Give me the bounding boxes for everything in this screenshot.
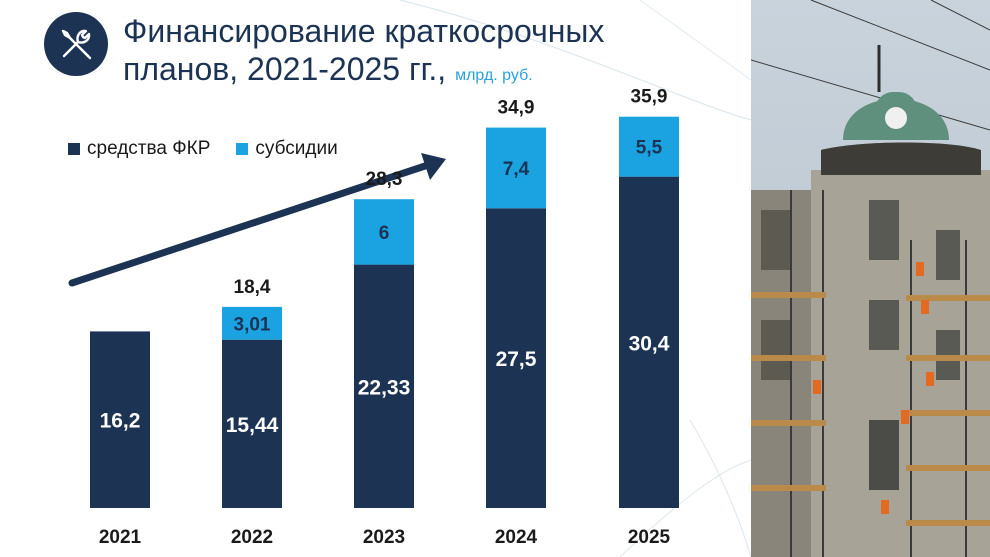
bar-total-2025: 35,9: [631, 87, 668, 108]
bar-label-subsidies-2024: 7,4: [503, 159, 530, 180]
bar-label-subsidies-2025: 5,5: [636, 138, 663, 159]
x-tick-2022: 2022: [231, 527, 273, 548]
bar-label-fkr-2022: 15,44: [226, 414, 279, 437]
bar-label-subsidies-2022: 3,01: [234, 314, 271, 335]
x-tick-2025: 2025: [628, 527, 671, 548]
photo-illustration: [751, 0, 990, 557]
bar-label-fkr-2023: 22,33: [358, 376, 411, 399]
x-tick-2021: 2021: [99, 527, 142, 548]
x-tick-2024: 2024: [495, 527, 538, 548]
stacked-bar-chart: 16,2 2021 15,44 3,01 18,4 2022 22,33 6 28,3 2023 2…: [0, 0, 751, 557]
bar-total-2023: 28,3: [366, 169, 403, 190]
bar-label-subsidies-2023: 6: [379, 223, 390, 244]
bar-label-fkr-2024: 27,5: [496, 348, 537, 371]
bar-label-fkr-2021: 16,2: [100, 410, 141, 433]
building-restoration-photo: [751, 0, 990, 557]
bar-total-2022: 18,4: [234, 277, 271, 298]
bar-total-2024: 34,9: [498, 98, 535, 119]
bar-label-fkr-2025: 30,4: [629, 332, 670, 355]
x-tick-2023: 2023: [363, 527, 405, 548]
